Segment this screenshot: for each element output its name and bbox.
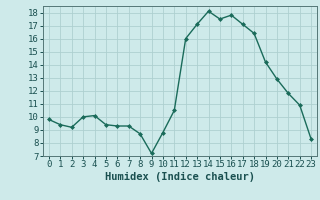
X-axis label: Humidex (Indice chaleur): Humidex (Indice chaleur) [105, 172, 255, 182]
